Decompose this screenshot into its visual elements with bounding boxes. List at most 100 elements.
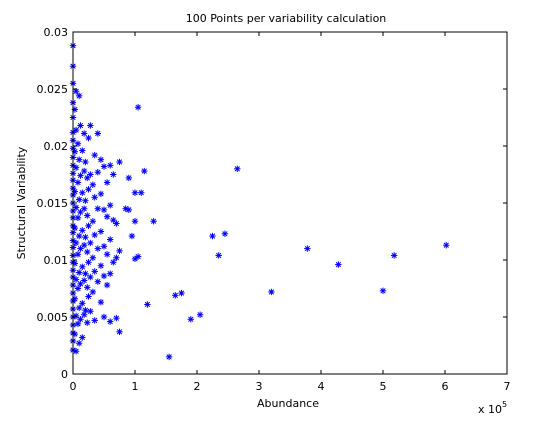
data-point bbox=[165, 353, 173, 361]
x-axis-multiplier-base: x 10 bbox=[478, 403, 502, 416]
data-point bbox=[79, 189, 86, 196]
data-point bbox=[113, 314, 120, 322]
x-axis-multiplier: x 105 bbox=[478, 400, 507, 416]
data-point bbox=[79, 263, 86, 271]
data-point bbox=[75, 232, 83, 240]
data-markers bbox=[69, 42, 450, 361]
data-point bbox=[100, 313, 108, 321]
data-point bbox=[116, 328, 123, 336]
x-axis-title: Abundance bbox=[257, 397, 319, 410]
data-point bbox=[85, 186, 92, 193]
x-tick-label: 6 bbox=[442, 380, 449, 393]
data-point bbox=[85, 259, 92, 266]
data-point bbox=[75, 340, 83, 347]
data-point bbox=[85, 134, 92, 142]
data-point bbox=[178, 289, 185, 297]
data-point bbox=[72, 164, 80, 171]
data-point bbox=[137, 189, 145, 196]
data-point bbox=[85, 222, 92, 230]
data-point bbox=[72, 276, 80, 283]
data-point bbox=[144, 301, 151, 308]
data-point bbox=[80, 311, 88, 318]
y-tick-label: 0.01 bbox=[44, 254, 69, 267]
data-point bbox=[234, 165, 241, 173]
data-point bbox=[87, 273, 94, 281]
data-point bbox=[103, 179, 111, 186]
data-point bbox=[72, 239, 80, 247]
data-point bbox=[94, 278, 102, 285]
data-point bbox=[79, 227, 86, 234]
data-point bbox=[97, 190, 105, 198]
data-point bbox=[106, 270, 114, 277]
data-point bbox=[131, 218, 139, 225]
data-point bbox=[94, 130, 102, 137]
data-point bbox=[100, 243, 108, 250]
y-tick-label: 0.015 bbox=[37, 197, 69, 210]
data-point bbox=[84, 319, 91, 326]
y-tick-label: 0.025 bbox=[37, 83, 69, 96]
y-tick-label: 0.03 bbox=[44, 26, 69, 39]
data-point bbox=[91, 151, 98, 159]
data-point bbox=[106, 202, 114, 209]
data-point bbox=[80, 205, 88, 212]
x-tick-label: 3 bbox=[256, 380, 263, 393]
data-point bbox=[268, 288, 275, 296]
data-point bbox=[84, 212, 91, 219]
data-point bbox=[87, 122, 94, 129]
data-point bbox=[74, 140, 82, 147]
data-point bbox=[91, 268, 98, 275]
data-point bbox=[72, 126, 80, 134]
data-point bbox=[97, 262, 105, 269]
data-point bbox=[110, 171, 117, 178]
data-point bbox=[74, 320, 82, 328]
data-point bbox=[87, 239, 94, 247]
data-point bbox=[215, 252, 222, 259]
data-point bbox=[79, 300, 86, 307]
data-point bbox=[100, 163, 108, 170]
chart-title: 100 Points per variability calculation bbox=[186, 12, 387, 25]
data-point bbox=[379, 287, 387, 294]
y-tick-label: 0 bbox=[61, 368, 68, 381]
y-axis-title: Structural Variability bbox=[15, 146, 28, 259]
data-point bbox=[103, 213, 111, 220]
data-point bbox=[89, 288, 97, 296]
data-point bbox=[94, 205, 102, 212]
plot-area bbox=[73, 32, 507, 374]
data-point bbox=[85, 293, 92, 300]
y-tick-label: 0.005 bbox=[37, 311, 69, 324]
data-point bbox=[110, 216, 117, 224]
data-point bbox=[75, 269, 83, 276]
data-point bbox=[116, 158, 123, 166]
data-point bbox=[94, 169, 102, 176]
data-point bbox=[100, 272, 108, 280]
data-point bbox=[128, 232, 136, 240]
data-point bbox=[74, 251, 82, 258]
data-point bbox=[80, 241, 88, 249]
data-point bbox=[106, 318, 114, 325]
data-point bbox=[74, 285, 82, 292]
data-point bbox=[91, 194, 98, 201]
data-point bbox=[116, 247, 123, 255]
x-tick-label: 0 bbox=[70, 380, 77, 393]
data-point bbox=[172, 292, 179, 299]
data-point bbox=[80, 277, 88, 284]
data-point bbox=[97, 156, 105, 163]
data-point bbox=[72, 204, 80, 211]
data-point bbox=[74, 179, 82, 186]
data-point bbox=[131, 189, 139, 196]
data-point bbox=[77, 316, 84, 323]
data-point bbox=[84, 248, 91, 256]
data-point bbox=[113, 254, 120, 261]
x-tick-label: 4 bbox=[318, 380, 325, 393]
axes: 0 1 2 3 4 5 6 7 0 0.005 0.01 0.015 0.02 0.025 0.03 bbox=[37, 26, 511, 393]
data-point bbox=[84, 284, 91, 291]
data-point bbox=[72, 312, 80, 320]
data-point bbox=[97, 228, 105, 235]
data-point bbox=[87, 171, 94, 178]
data-point bbox=[125, 206, 133, 214]
data-point bbox=[134, 253, 142, 260]
data-point bbox=[103, 251, 111, 258]
plot-background bbox=[73, 32, 507, 374]
